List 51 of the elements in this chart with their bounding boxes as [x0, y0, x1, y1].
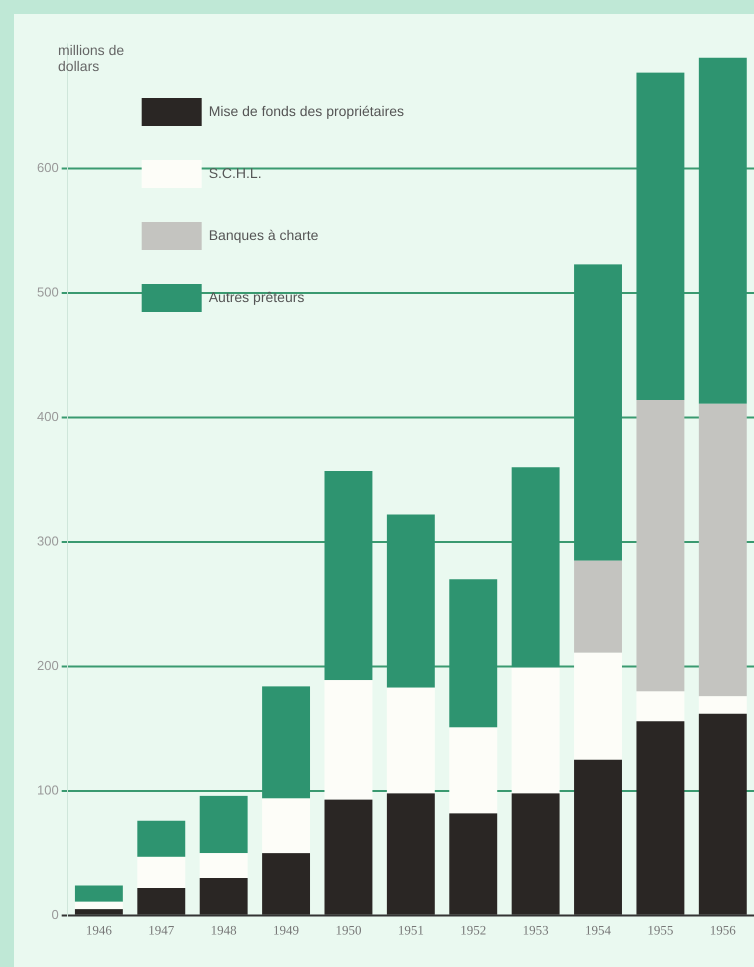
bar [698, 714, 747, 914]
legend-label: Banques à charte [208, 226, 319, 243]
bar [137, 856, 186, 888]
y-tick-label: 300 [36, 534, 59, 549]
bar [200, 853, 248, 878]
bar [324, 680, 372, 800]
bar [137, 888, 186, 914]
bar [698, 696, 747, 714]
bar [574, 560, 622, 653]
x-tick-label: 1953 [522, 922, 549, 938]
bar [262, 853, 310, 914]
y-tick-label: 600 [36, 160, 59, 176]
bar [574, 652, 622, 760]
legend-label: Mise de fonds des propriétaires [208, 102, 404, 119]
y-tick-label: 200 [36, 658, 59, 674]
bar [636, 400, 684, 692]
bar [200, 796, 248, 854]
x-tick-label: 1951 [398, 922, 424, 938]
bar [636, 721, 684, 914]
bar [386, 688, 435, 794]
x-tick-label: 1954 [585, 922, 612, 938]
bar [512, 668, 560, 794]
bar [74, 909, 123, 914]
y-tick-label: 400 [36, 409, 59, 424]
bar [137, 820, 186, 857]
y-tick-label: 0 [51, 906, 59, 922]
bar [386, 793, 435, 914]
bar [449, 727, 498, 814]
x-tick-label: 1955 [647, 922, 674, 938]
bar [324, 800, 372, 914]
y-tick-label: 100 [36, 782, 59, 798]
bar [74, 902, 123, 910]
legend-label: Autres prêteurs [208, 288, 304, 305]
x-tick-label: 1949 [273, 922, 300, 938]
x-tick-label: 1946 [86, 922, 112, 938]
x-tick-label: 1956 [710, 922, 736, 938]
bar [74, 886, 123, 902]
y-tick-label: 500 [36, 284, 59, 300]
x-tick-label: 1952 [460, 922, 486, 938]
bar [636, 691, 684, 722]
bar [262, 798, 310, 854]
bar [449, 813, 498, 914]
x-tick-label: 1950 [335, 922, 362, 938]
y-axis-title: millions de dollars [58, 42, 126, 74]
bar [512, 793, 560, 914]
legend-label: S.C.H.L. [208, 164, 262, 181]
x-tick-label: 1948 [210, 922, 237, 938]
bar [698, 404, 747, 696]
x-tick-label: 1947 [148, 922, 175, 938]
bar [574, 760, 622, 914]
bar [200, 878, 248, 914]
